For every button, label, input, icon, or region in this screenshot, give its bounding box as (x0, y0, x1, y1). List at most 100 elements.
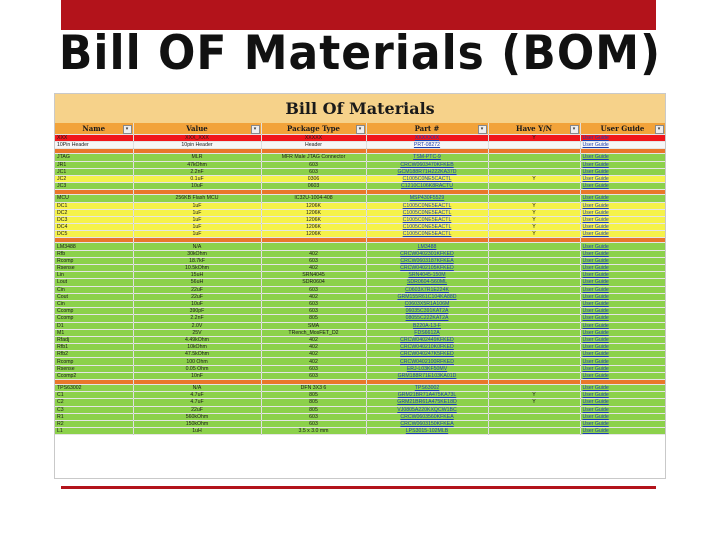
cell-part-number[interactable]: LPS3015-102MLB (366, 427, 489, 436)
cell-user-guide[interactable]: User Guide (580, 336, 665, 345)
cell-part-number[interactable]: TSM-PTC-9 (366, 153, 489, 162)
cell-user-guide[interactable]: User Guide (580, 264, 665, 273)
cell-user-guide[interactable]: User Guide (580, 286, 665, 294)
cell-part-number[interactable]: GCM188R71H222KA37D (366, 168, 489, 176)
cell-user-guide[interactable]: User Guide (580, 343, 665, 352)
filter-dropdown-icon[interactable]: ▾ (250, 125, 260, 134)
cell-part-number[interactable]: MSP430F5529 (366, 194, 489, 203)
cell-user-guide[interactable]: User Guide (580, 141, 665, 150)
cell-part-number[interactable]: CRCW0402301KFKED (366, 250, 489, 258)
cell-part-number[interactable]: CRCW0603470KFKEB (366, 161, 489, 169)
cell-have (488, 250, 581, 258)
cell-part-number[interactable]: 08055C222KAT2A (366, 314, 489, 323)
cell-user-guide[interactable]: User Guide (580, 350, 665, 359)
cell-part-number[interactable]: LM3488 (366, 242, 489, 251)
cell-part-number[interactable]: C0603X7R1E224K (366, 286, 489, 294)
cell-user-guide[interactable]: User Guide (580, 398, 665, 407)
filter-dropdown-icon[interactable]: ▾ (477, 125, 487, 134)
cell-user-guide[interactable]: User Guide (580, 365, 665, 373)
column-header[interactable]: Value ▾ (133, 123, 262, 135)
cell-part-number[interactable]: XXXXXXX (366, 134, 489, 143)
cell-have (488, 300, 581, 309)
cell-value: 10pin Header (133, 141, 262, 150)
cell-user-guide[interactable]: User Guide (580, 257, 665, 266)
cell-user-guide[interactable]: User Guide (580, 391, 665, 400)
cell-part-number[interactable]: PRT-08272 (366, 141, 489, 150)
cell-part-number[interactable]: CRCW0603187KFKEA (366, 257, 489, 266)
cell-user-guide[interactable]: User Guide (580, 153, 665, 162)
cell-user-guide[interactable]: User Guide (580, 223, 665, 232)
filter-dropdown-icon[interactable]: ▾ (355, 125, 365, 134)
cell-part-number[interactable]: C1005C0NE5EACTL (366, 202, 489, 210)
cell-part-number[interactable]: VJ0805A220KXQCW1BC (366, 406, 489, 414)
cell-part-number[interactable]: ERJ-L03KF50MV (366, 365, 489, 373)
cell-user-guide[interactable]: User Guide (580, 230, 665, 239)
filter-dropdown-icon[interactable]: ▾ (122, 125, 132, 134)
cell-user-guide[interactable]: User Guide (580, 161, 665, 169)
cell-user-guide[interactable]: User Guide (580, 384, 665, 393)
cell-user-guide[interactable]: User Guide (580, 209, 665, 217)
cell-part-number[interactable]: C1005C0NE5EACTL (366, 209, 489, 217)
cell-part-number[interactable]: CRCW0402449KFKED (366, 336, 489, 345)
cell-part-number[interactable]: CRCW0603150KFKEA (366, 420, 489, 429)
column-header[interactable]: Have Y/N ▾ (488, 123, 581, 135)
cell-part-number[interactable]: TPS63002 (366, 384, 489, 393)
cell-part-number[interactable]: CRCW0402105KFKED (366, 264, 489, 273)
column-header[interactable]: Package Type ▾ (261, 123, 367, 135)
cell-part-number[interactable]: 06035C391KAT2A (366, 307, 489, 316)
cell-package: 603 (261, 168, 367, 176)
cell-name: D1 (55, 322, 134, 330)
table-row: D1 2.0V SMA B220A-13-F User Guide (55, 322, 665, 330)
cell-part-number[interactable]: C1005C0NE5EACTL (366, 230, 489, 239)
column-header[interactable]: User Guide ▾ (580, 123, 665, 135)
cell-user-guide[interactable]: User Guide (580, 168, 665, 176)
cell-part-number[interactable]: FDS6612A (366, 329, 489, 337)
cell-part-number[interactable]: GRM155R61C104KA88D (366, 293, 489, 301)
cell-user-guide[interactable]: User Guide (580, 307, 665, 316)
cell-user-guide[interactable]: User Guide (580, 278, 665, 287)
cell-user-guide[interactable]: User Guide (580, 216, 665, 225)
cell-value: 1uF (133, 223, 262, 232)
cell-part-number[interactable]: C1005C0NE5EACTL (366, 223, 489, 232)
cell-value: 4.7uF (133, 391, 262, 400)
cell-user-guide[interactable]: User Guide (580, 329, 665, 337)
cell-user-guide[interactable]: User Guide (580, 242, 665, 251)
cell-user-guide[interactable]: User Guide (580, 182, 665, 191)
cell-user-guide[interactable]: User Guide (580, 271, 665, 280)
cell-part-number[interactable]: GRM188R71E103KA01D (366, 372, 489, 381)
cell-part-number[interactable]: GRM21BR71A475KA73L (366, 391, 489, 400)
cell-part-number[interactable]: CRCW0603560KFKEA (366, 413, 489, 421)
cell-user-guide[interactable]: User Guide (580, 194, 665, 203)
cell-user-guide[interactable]: User Guide (580, 427, 665, 436)
cell-user-guide[interactable]: User Guide (580, 134, 665, 143)
cell-part-number[interactable]: B220A-13-F (366, 322, 489, 330)
cell-user-guide[interactable]: User Guide (580, 322, 665, 330)
column-header[interactable]: Part # ▾ (366, 123, 489, 135)
cell-user-guide[interactable]: User Guide (580, 175, 665, 184)
cell-user-guide[interactable]: User Guide (580, 420, 665, 429)
cell-part-number[interactable]: CRCW0402100RFKED (366, 357, 489, 366)
filter-dropdown-icon[interactable]: ▾ (569, 125, 579, 134)
cell-user-guide[interactable]: User Guide (580, 300, 665, 309)
cell-value: 2.2nF (133, 168, 262, 176)
cell-part-number[interactable]: CRCW040210K0FKED (366, 343, 489, 352)
cell-part-number[interactable]: C0603X5R1A106M (366, 300, 489, 309)
cell-user-guide[interactable]: User Guide (580, 293, 665, 301)
cell-part-number[interactable]: C1005C0NE5CACTL (366, 175, 489, 184)
cell-user-guide[interactable]: User Guide (580, 372, 665, 381)
cell-part-number[interactable]: SRN4045-150M (366, 271, 489, 280)
cell-part-number[interactable]: SDR0604-560ML (366, 278, 489, 287)
section-separator-row (55, 379, 665, 385)
cell-user-guide[interactable]: User Guide (580, 314, 665, 323)
cell-part-number[interactable]: C1005C0NE5EACTL (366, 216, 489, 225)
cell-part-number[interactable]: CRCW040247K5FKED (366, 350, 489, 359)
cell-user-guide[interactable]: User Guide (580, 250, 665, 258)
cell-user-guide[interactable]: User Guide (580, 406, 665, 414)
cell-user-guide[interactable]: User Guide (580, 357, 665, 366)
column-header[interactable]: Name ▾ (55, 123, 134, 135)
cell-part-number[interactable]: GRM21BR61A475KE18D (366, 398, 489, 407)
cell-part-number[interactable]: C1210C106K8RACTU (366, 182, 489, 191)
filter-dropdown-icon[interactable]: ▾ (654, 125, 664, 134)
cell-user-guide[interactable]: User Guide (580, 413, 665, 421)
cell-user-guide[interactable]: User Guide (580, 202, 665, 210)
